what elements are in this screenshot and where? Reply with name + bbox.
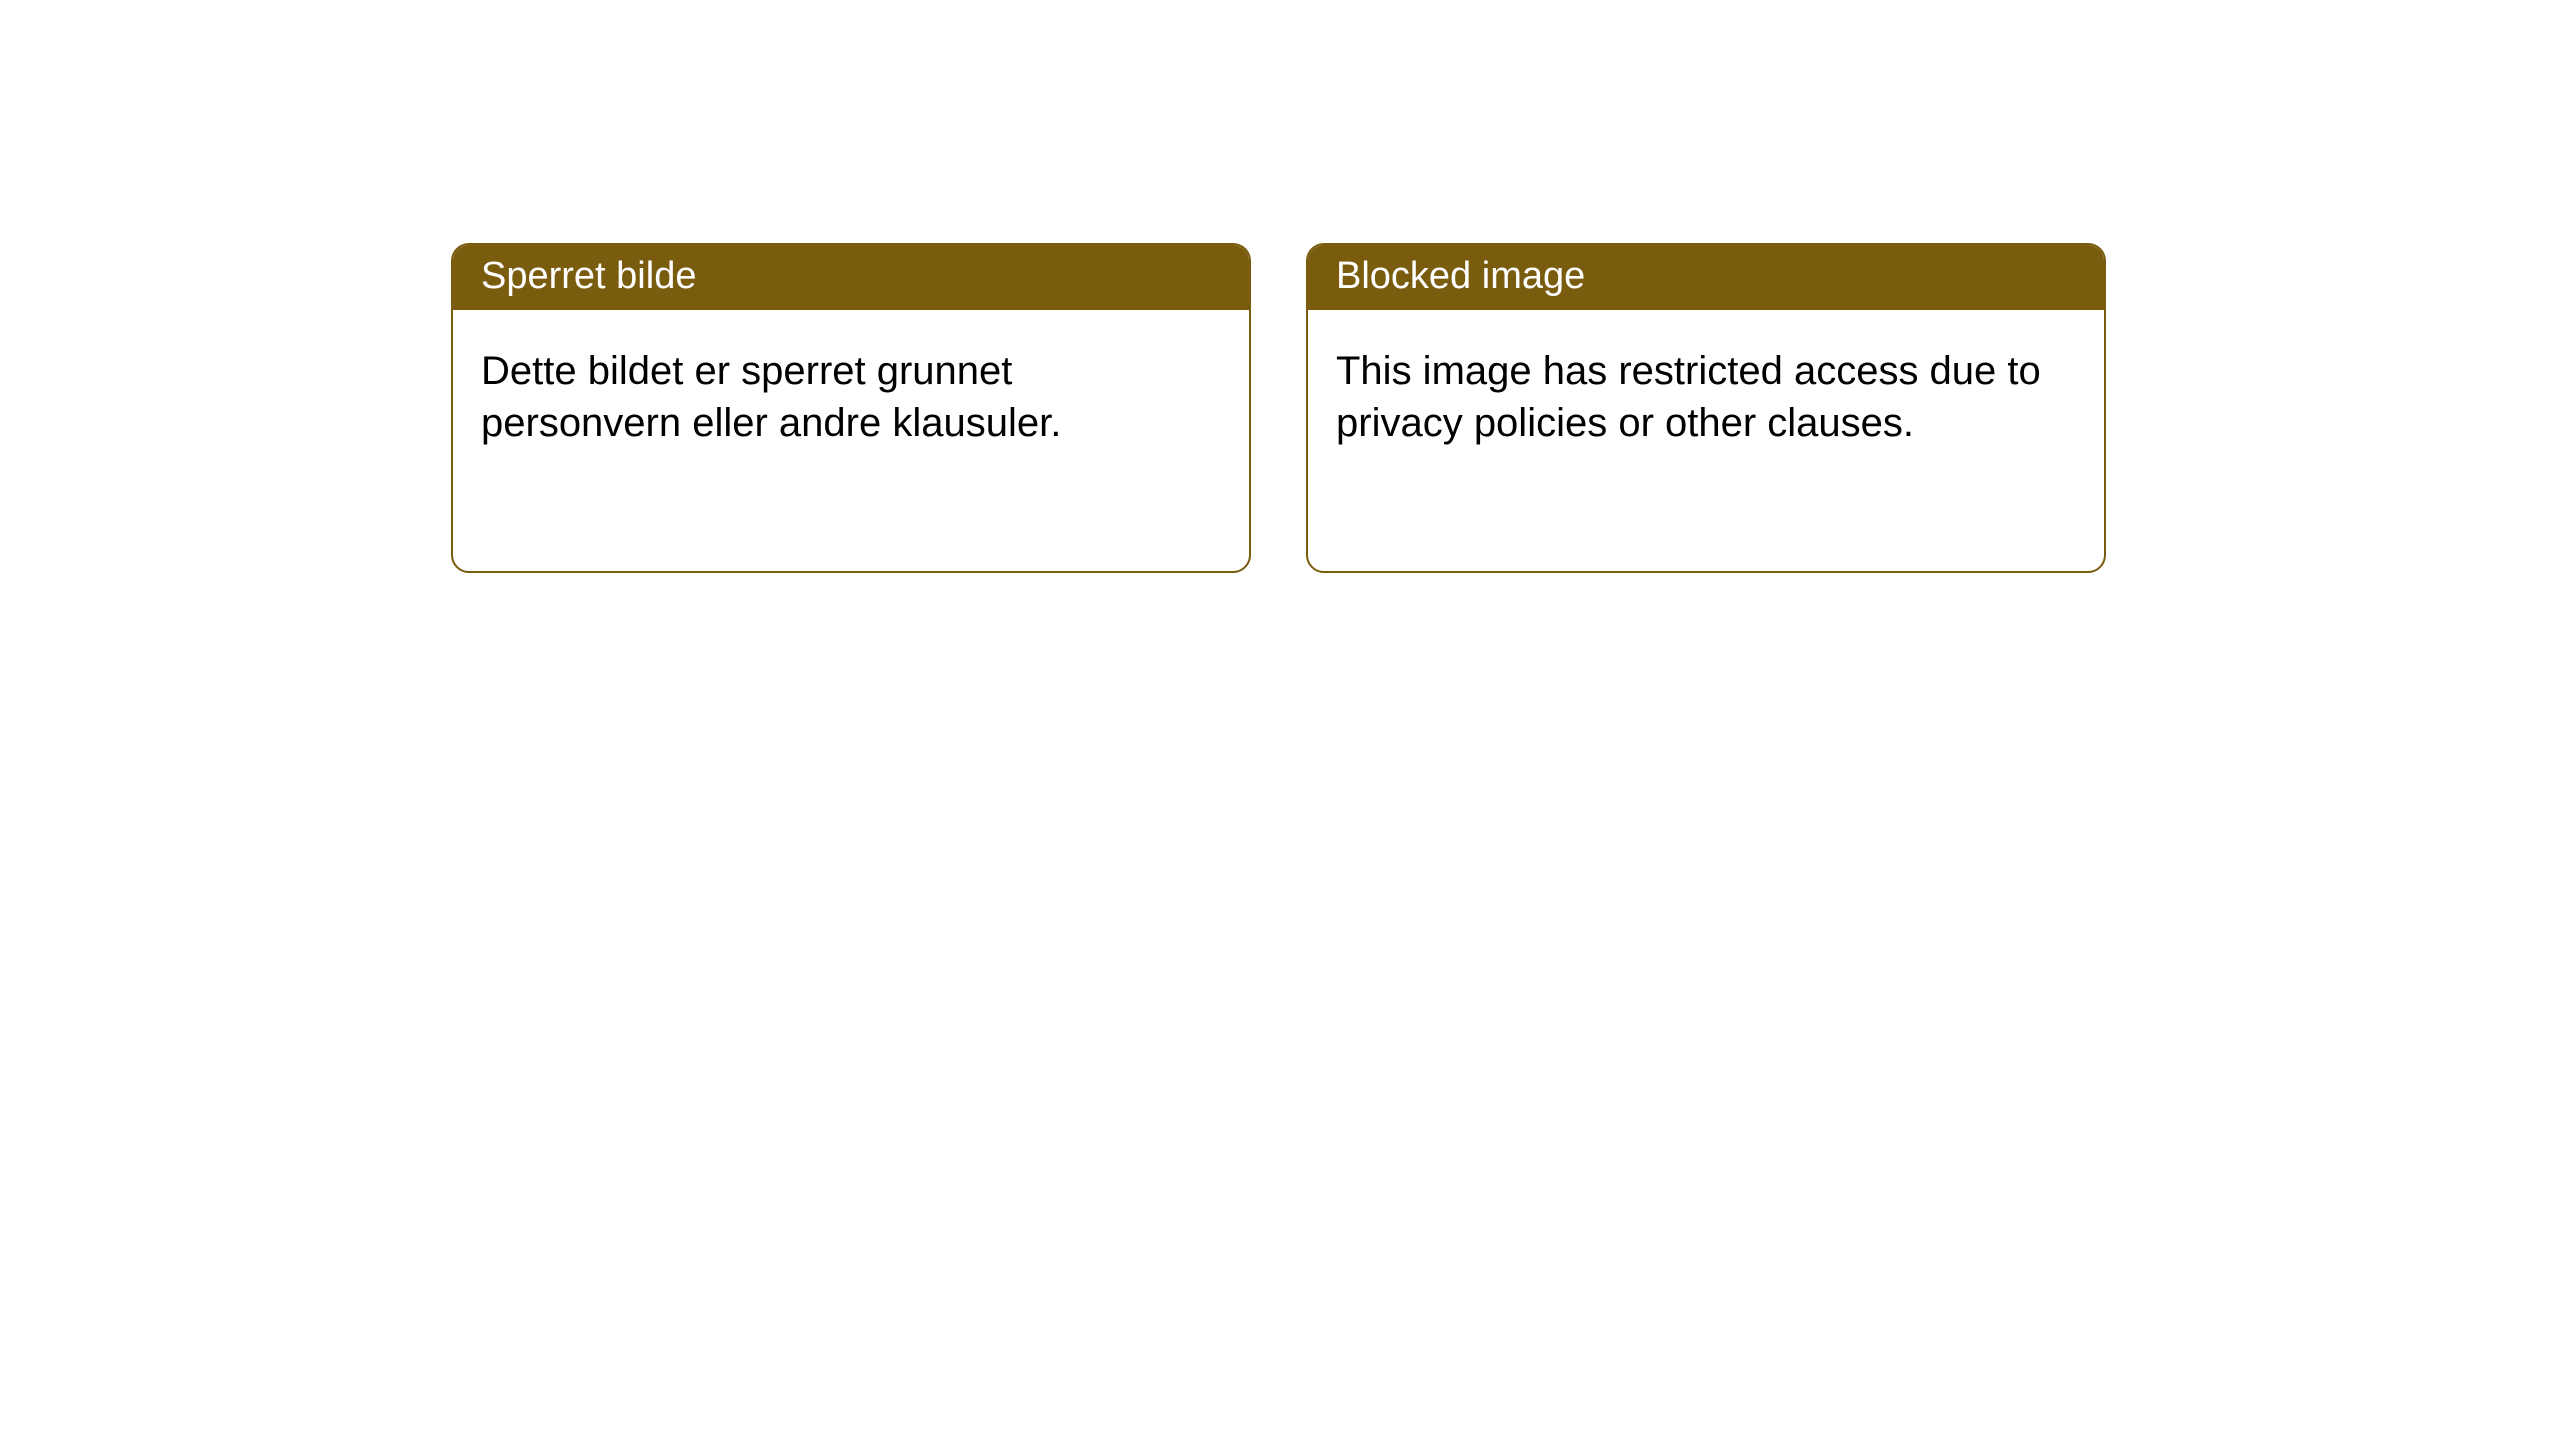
notice-body-norwegian: Dette bildet er sperret grunnet personve… bbox=[453, 310, 1249, 484]
notice-header-norwegian: Sperret bilde bbox=[453, 245, 1249, 310]
notice-header-english: Blocked image bbox=[1308, 245, 2104, 310]
notice-container: Sperret bilde Dette bildet er sperret gr… bbox=[451, 243, 2106, 573]
notice-body-english: This image has restricted access due to … bbox=[1308, 310, 2104, 484]
notice-card-norwegian: Sperret bilde Dette bildet er sperret gr… bbox=[451, 243, 1251, 573]
notice-card-english: Blocked image This image has restricted … bbox=[1306, 243, 2106, 573]
